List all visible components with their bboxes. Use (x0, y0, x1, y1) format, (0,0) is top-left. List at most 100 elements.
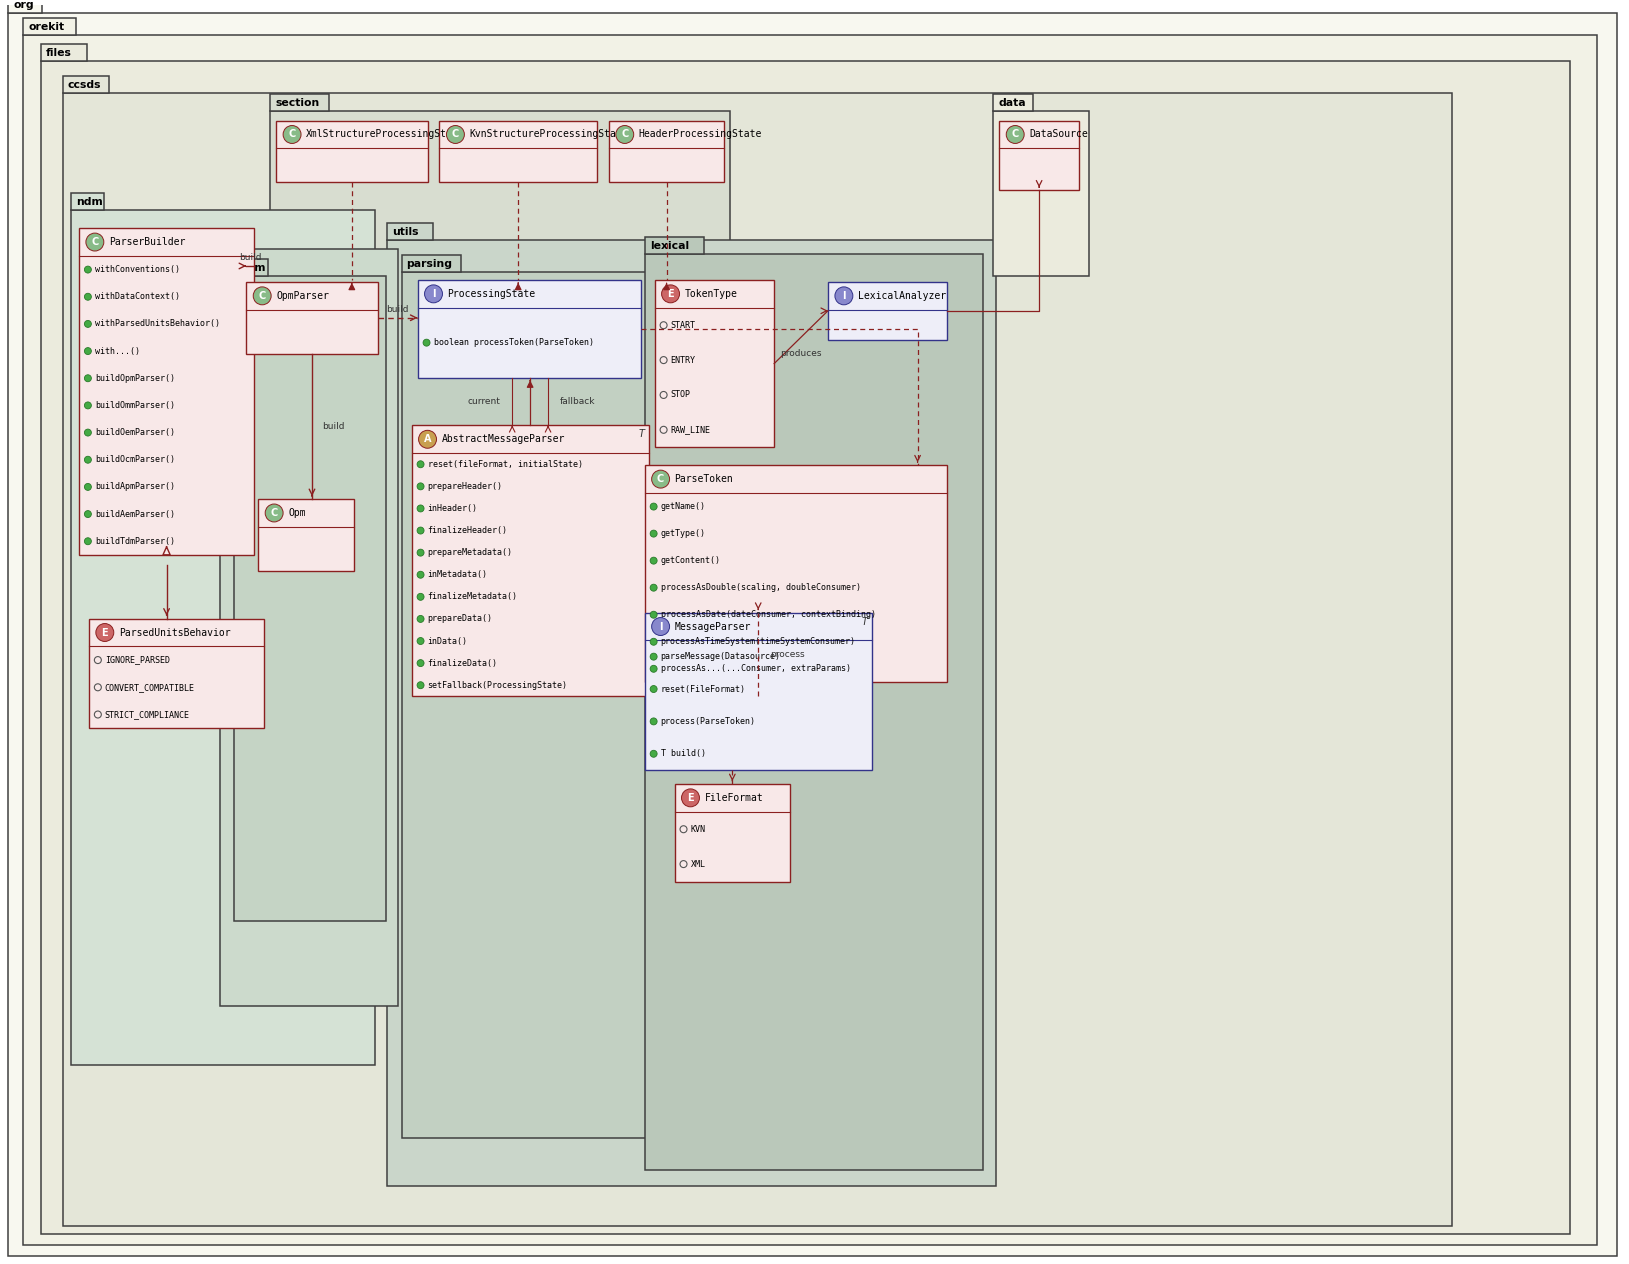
Circle shape (425, 284, 443, 303)
Bar (645, 465, 948, 683)
Text: current: current (468, 397, 500, 406)
Circle shape (85, 267, 91, 273)
Text: parsing: parsing (407, 259, 453, 269)
Text: parseMessage(Datasource): parseMessage(Datasource) (661, 652, 780, 661)
Bar (645, 613, 872, 770)
Text: OpmParser: OpmParser (277, 291, 329, 301)
Text: T build(): T build() (661, 750, 705, 758)
Text: C: C (270, 508, 279, 518)
Text: reset(FileFormat): reset(FileFormat) (661, 685, 746, 694)
Circle shape (650, 557, 656, 564)
Text: section: section (275, 97, 319, 107)
Text: process: process (771, 650, 805, 659)
Circle shape (650, 638, 656, 645)
Text: C: C (91, 238, 98, 246)
Text: FileFormat: FileFormat (704, 793, 764, 803)
Circle shape (417, 616, 424, 622)
Bar (72, 210, 375, 1064)
Circle shape (252, 287, 270, 305)
Text: TokenType: TokenType (684, 289, 738, 298)
Text: reset(fileFormat, initialState): reset(fileFormat, initialState) (427, 460, 583, 469)
Circle shape (85, 402, 91, 408)
Bar (23, 18, 77, 35)
Text: produces: produces (780, 349, 821, 358)
Circle shape (417, 637, 424, 645)
Text: HeaderProcessingState: HeaderProcessingState (639, 129, 762, 139)
Bar (259, 499, 353, 571)
Circle shape (417, 593, 424, 600)
Text: buildOmmParser(): buildOmmParser() (94, 401, 174, 410)
Bar (994, 94, 1033, 110)
Text: DataSource: DataSource (1030, 129, 1088, 139)
Circle shape (85, 321, 91, 327)
Text: C: C (1012, 129, 1018, 139)
Text: orekit: orekit (28, 21, 64, 32)
Text: STOP: STOP (671, 391, 691, 399)
Bar (645, 254, 984, 1170)
Circle shape (96, 623, 114, 641)
Text: buildTdmParser(): buildTdmParser() (94, 537, 174, 546)
Bar (386, 224, 433, 240)
Bar (235, 259, 267, 276)
Text: AbstractMessageParser: AbstractMessageParser (441, 435, 565, 444)
Bar (828, 282, 948, 340)
Text: KVN: KVN (691, 824, 705, 834)
Circle shape (417, 506, 424, 512)
Text: E: E (668, 289, 674, 298)
Text: C: C (288, 129, 296, 139)
Text: T: T (862, 617, 868, 627)
Text: build: build (386, 306, 409, 315)
Bar (64, 76, 109, 92)
Text: withConventions(): withConventions() (94, 265, 179, 274)
Text: KvnStructureProcessingState: KvnStructureProcessingState (469, 129, 629, 139)
Circle shape (85, 537, 91, 545)
Circle shape (419, 430, 437, 449)
Text: finalizeHeader(): finalizeHeader() (427, 526, 508, 535)
Text: inData(): inData() (427, 637, 468, 646)
Circle shape (85, 428, 91, 436)
Circle shape (650, 584, 656, 592)
Text: ENTRY: ENTRY (671, 355, 696, 364)
Text: withParsedUnitsBehavior(): withParsedUnitsBehavior() (94, 320, 220, 329)
Text: utils: utils (391, 228, 419, 238)
Bar (674, 784, 790, 881)
Circle shape (650, 718, 656, 724)
Text: ndm: ndm (77, 197, 103, 207)
Text: build: build (239, 254, 262, 263)
Bar (72, 193, 104, 210)
Bar (999, 120, 1078, 191)
Text: buildAemParser(): buildAemParser() (94, 509, 174, 518)
Circle shape (86, 233, 104, 252)
Text: lexical: lexical (650, 241, 689, 252)
Text: T: T (639, 430, 645, 440)
Text: LexicalAnalyzer: LexicalAnalyzer (858, 291, 946, 301)
Text: ParseToken: ParseToken (674, 474, 733, 484)
Bar (402, 272, 668, 1139)
Bar (994, 110, 1088, 276)
Text: START: START (671, 321, 696, 330)
Text: files: files (46, 48, 72, 58)
Text: finalizeData(): finalizeData() (427, 659, 497, 667)
Text: processAsDate(dateConsumer, contextBinding): processAsDate(dateConsumer, contextBindi… (661, 611, 876, 619)
Bar (220, 249, 397, 1006)
Text: C: C (259, 291, 266, 301)
Text: C: C (621, 129, 629, 139)
Text: process(ParseToken): process(ParseToken) (661, 717, 756, 726)
Text: ccsds: ccsds (68, 80, 101, 90)
Circle shape (661, 284, 679, 303)
Text: XmlStructureProcessingState: XmlStructureProcessingState (306, 129, 464, 139)
Text: setFallback(ProcessingState): setFallback(ProcessingState) (427, 681, 567, 690)
Circle shape (616, 125, 634, 143)
Circle shape (652, 470, 670, 488)
Text: E: E (687, 793, 694, 803)
Text: opm: opm (239, 263, 266, 273)
Bar (90, 618, 264, 728)
Circle shape (650, 503, 656, 511)
Circle shape (85, 456, 91, 463)
Circle shape (681, 789, 699, 806)
Text: processAsDouble(scaling, doubleConsumer): processAsDouble(scaling, doubleConsumer) (661, 583, 860, 593)
Text: getType(): getType() (661, 530, 705, 538)
Text: I: I (842, 291, 845, 301)
Circle shape (417, 527, 424, 533)
Text: IGNORE_PARSED: IGNORE_PARSED (104, 656, 169, 665)
